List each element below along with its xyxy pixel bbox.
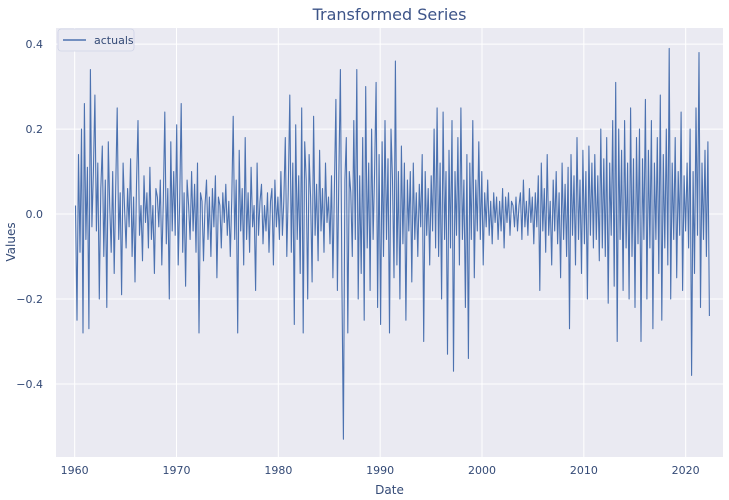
y-tick-label: −0.4 bbox=[16, 378, 43, 391]
y-tick-label: −0.2 bbox=[16, 293, 43, 306]
legend: actuals bbox=[57, 28, 135, 52]
x-axis-label: Date bbox=[375, 483, 404, 497]
chart-title: Transformed Series bbox=[312, 5, 467, 24]
y-tick-label: 0.4 bbox=[26, 38, 44, 51]
plot-area bbox=[56, 28, 723, 457]
x-tick-label: 2010 bbox=[570, 464, 598, 477]
y-tick-label: 0.0 bbox=[26, 208, 44, 221]
x-tick-label: 1990 bbox=[366, 464, 394, 477]
x-tick-label: 1960 bbox=[61, 464, 89, 477]
x-tick-label: 1970 bbox=[163, 464, 191, 477]
y-axis-label: Values bbox=[4, 222, 18, 261]
legend-box bbox=[57, 28, 135, 52]
legend-label-actuals: actuals bbox=[94, 34, 134, 47]
x-tick-label: 2020 bbox=[672, 464, 700, 477]
tick-labels: 1960 1970 1980 1990 2000 2010 2020 0.4 0.2 0.0 −0.… bbox=[16, 38, 699, 477]
series-layer bbox=[74, 47, 710, 440]
y-tick-label: 0.2 bbox=[26, 123, 44, 136]
x-tick-label: 1980 bbox=[264, 464, 292, 477]
series-line-actuals bbox=[74, 47, 710, 440]
x-tick-label: 2000 bbox=[468, 464, 496, 477]
